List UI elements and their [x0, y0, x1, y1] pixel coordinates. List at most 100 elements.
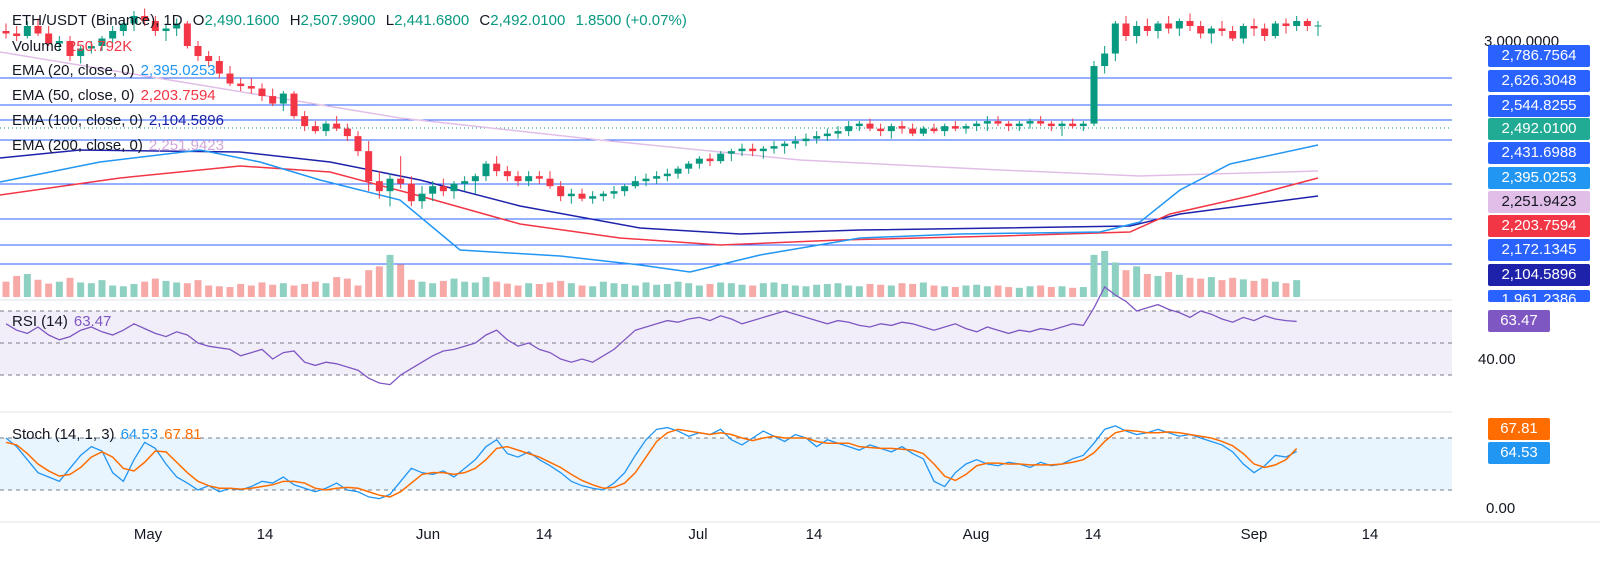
candle — [781, 141, 789, 154]
candle-body — [1037, 121, 1045, 124]
ema50-legend[interactable]: EMA (50, close, 0) 2,203.7594 — [12, 87, 216, 104]
ema50-line — [0, 165, 1319, 246]
candle-body — [791, 141, 799, 144]
candle-body — [1047, 123, 1055, 127]
candle — [98, 36, 106, 52]
volume-bar — [119, 286, 127, 297]
candle-body — [503, 171, 511, 177]
candle-body — [1314, 25, 1322, 27]
candle-body — [1282, 23, 1290, 26]
time-axis-label: May — [133, 526, 163, 543]
volume-bar — [557, 280, 565, 297]
volume-bar — [738, 284, 746, 297]
candle — [258, 83, 266, 102]
volume-bar — [791, 285, 799, 297]
candle — [706, 153, 714, 167]
volume-bar — [279, 283, 287, 297]
candle-body — [151, 20, 159, 31]
candle — [791, 136, 799, 149]
candle-body — [1239, 25, 1247, 39]
candle-body — [1250, 25, 1258, 29]
candle — [1314, 20, 1322, 36]
candle-body — [162, 28, 170, 31]
candle-body — [855, 123, 863, 127]
volume-bar — [55, 281, 63, 297]
volume-bar — [1047, 287, 1055, 297]
candle-body — [429, 186, 437, 194]
candle-body — [119, 23, 127, 31]
volume-bar — [930, 285, 938, 297]
candle-body — [109, 30, 117, 39]
candle-body — [695, 158, 703, 164]
candle-body — [834, 131, 842, 134]
volume-bar — [151, 278, 159, 297]
candle-body — [98, 38, 106, 47]
candle — [866, 118, 874, 132]
volume-bar — [98, 280, 106, 297]
ema100-legend[interactable]: EMA (100, close, 0) 2,104.5896 — [12, 112, 224, 129]
ema20-line — [0, 144, 1319, 273]
candle — [151, 15, 159, 36]
candle — [205, 51, 213, 67]
candle — [1218, 20, 1226, 36]
time-axis-label: 14 — [1361, 526, 1379, 543]
candle — [1015, 121, 1023, 132]
stoch-legend[interactable]: Stoch (14, 1, 3) 64.53 67.81 — [12, 426, 202, 443]
candle-body — [226, 73, 234, 84]
volume-bar — [354, 285, 362, 297]
candle — [887, 123, 895, 139]
candle-body — [45, 33, 53, 44]
rsi-value-tag: 63.47 — [1488, 310, 1550, 332]
rsi-legend[interactable]: RSI (14) 63.47 — [12, 313, 112, 330]
volume-bar — [1154, 275, 1162, 297]
volume-bar — [578, 285, 586, 297]
candle — [23, 20, 31, 39]
stoch-scale-tick: 0.00 — [1486, 500, 1516, 517]
candle — [279, 91, 287, 112]
ema200-legend[interactable]: EMA (200, close, 0) 2,251.9423 — [12, 137, 224, 154]
candle — [173, 18, 181, 36]
volume-bar — [461, 281, 469, 297]
price-tag: 2,431.6988 — [1488, 142, 1590, 164]
candle — [727, 148, 735, 162]
candle — [1293, 15, 1301, 31]
candle-body — [781, 143, 789, 147]
volume-bar — [642, 282, 650, 297]
volume-bar — [695, 285, 703, 297]
time-axis-label: Aug — [962, 526, 990, 543]
candle — [1111, 20, 1119, 62]
volume-bar — [631, 285, 639, 297]
candle — [621, 183, 629, 197]
candle — [397, 156, 405, 189]
volume-bar — [141, 281, 149, 297]
candle — [333, 116, 341, 132]
ema20-legend[interactable]: EMA (20, close, 0) 2,395.0253 — [12, 62, 216, 79]
volume-bar — [1037, 285, 1045, 297]
candle-body — [13, 33, 21, 36]
candle — [631, 176, 639, 189]
candle — [77, 46, 85, 64]
candle — [141, 8, 149, 26]
candle — [951, 121, 959, 132]
volume-bar — [162, 280, 170, 297]
volume-legend[interactable]: Volume 250.792K — [12, 38, 133, 55]
candle — [109, 25, 117, 44]
close-value: C2,492.0100 — [479, 12, 566, 29]
candle-body — [333, 123, 341, 129]
candle-body — [141, 15, 149, 21]
candle-body — [343, 128, 351, 137]
ema100-line — [0, 149, 1319, 235]
candle — [1261, 23, 1269, 42]
volume-bar — [34, 279, 42, 297]
candle — [1037, 116, 1045, 127]
volume-bar — [525, 283, 533, 297]
candle — [301, 111, 309, 132]
volume-bar — [23, 274, 31, 297]
candle — [183, 20, 191, 49]
candle-body — [493, 163, 501, 172]
candle — [365, 141, 373, 192]
candle-body — [941, 126, 949, 132]
volume-bar — [919, 282, 927, 297]
candle-body — [1143, 25, 1151, 31]
